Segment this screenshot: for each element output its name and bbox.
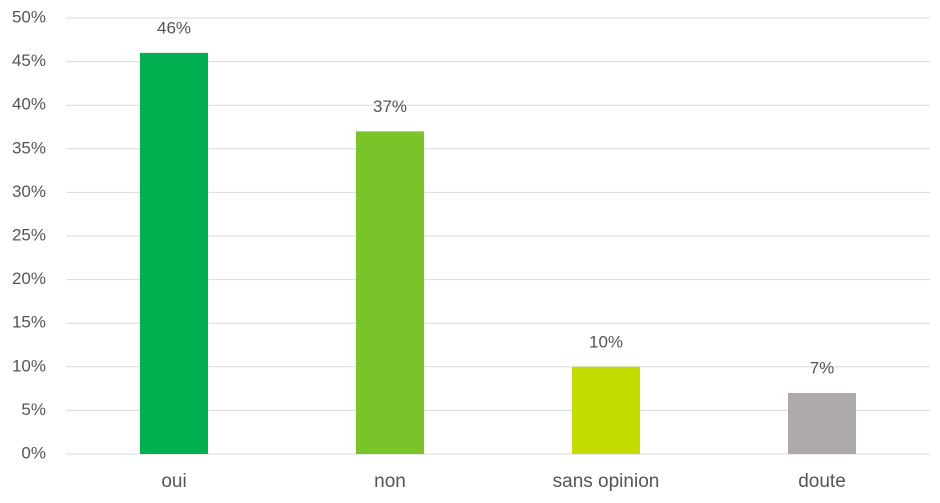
- x-tick-label: doute: [798, 471, 846, 492]
- x-tick-label: oui: [161, 471, 186, 492]
- value-label: 37%: [373, 97, 407, 116]
- y-tick-label: 0%: [21, 443, 46, 462]
- bar: [788, 392, 856, 454]
- x-tick-label: non: [374, 471, 406, 492]
- bar: [140, 52, 208, 454]
- y-tick-label: 5%: [21, 400, 46, 419]
- value-label: 7%: [810, 358, 835, 377]
- x-tick-label: sans opinion: [553, 471, 660, 492]
- y-tick-label: 10%: [12, 356, 46, 375]
- value-label: 10%: [589, 332, 623, 351]
- y-tick-label: 50%: [12, 7, 46, 26]
- y-tick-label: 15%: [12, 313, 46, 332]
- bar: [572, 366, 640, 454]
- y-tick-label: 30%: [12, 182, 46, 201]
- bar: [356, 131, 424, 455]
- y-tick-label: 25%: [12, 225, 46, 244]
- y-tick-label: 20%: [12, 269, 46, 288]
- y-tick-label: 40%: [12, 95, 46, 114]
- value-label: 46%: [157, 18, 191, 37]
- y-tick-label: 45%: [12, 51, 46, 70]
- y-tick-label: 35%: [12, 138, 46, 157]
